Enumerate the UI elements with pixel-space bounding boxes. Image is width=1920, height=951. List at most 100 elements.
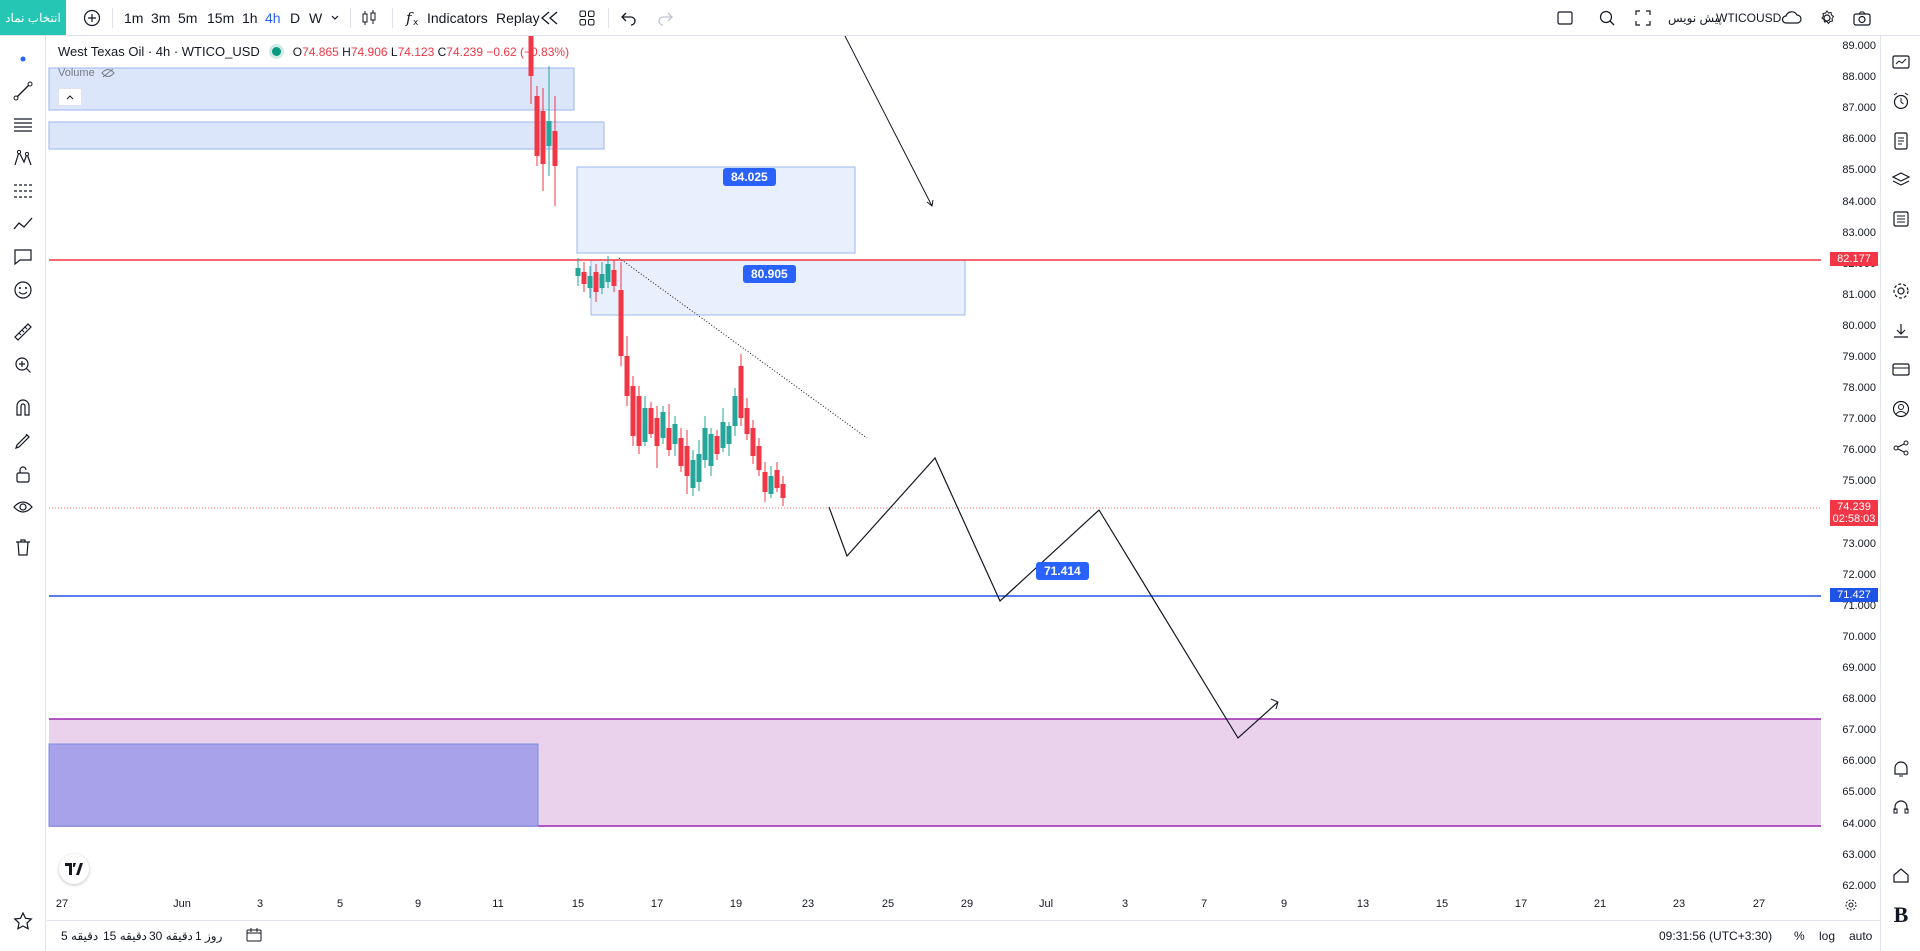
replay-button[interactable]: Replay [496, 10, 540, 26]
candle-body [678, 438, 684, 466]
price-label-80[interactable]: 80.905 [743, 265, 796, 283]
quick-search-icon[interactable] [1598, 6, 1616, 30]
expand-icon[interactable] [1634, 6, 1652, 30]
range-5m[interactable]: 5 دقیقه [61, 929, 99, 943]
axis-settings-icon[interactable] [1844, 898, 1858, 917]
stay-in-drawing-icon[interactable] [10, 428, 36, 454]
time-tick: 15 [571, 898, 585, 910]
news-icon[interactable] [1888, 206, 1914, 232]
camera-snapshot-icon[interactable] [1852, 6, 1872, 30]
pattern-icon[interactable] [10, 145, 36, 171]
projection-path[interactable] [828, 456, 1279, 739]
eye-hidden-icon[interactable] [101, 68, 115, 78]
emoji-icon[interactable] [10, 277, 36, 303]
annotation-icon[interactable] [10, 244, 36, 270]
time-tick: 5 [336, 898, 344, 910]
candle-body [618, 290, 624, 356]
volume-legend[interactable]: Volume [58, 67, 115, 79]
candle-body [690, 460, 696, 488]
price-tick: 68.000 [1842, 693, 1876, 706]
time-tick: 11 [492, 898, 504, 910]
replay-rewind-icon[interactable] [540, 6, 560, 30]
legend-title[interactable]: West Texas Oil · 4h · WTICO_USD [58, 44, 260, 59]
candles-chart-type-icon[interactable] [360, 6, 378, 30]
demand-zone-top [48, 67, 575, 111]
trend-line-icon[interactable] [10, 78, 36, 104]
interval-d[interactable]: D [290, 10, 301, 26]
magnet-icon[interactable] [10, 395, 36, 421]
interval-1h[interactable]: 1h [242, 10, 258, 26]
indicators-button[interactable]: Indicators [427, 10, 488, 26]
symbol-search[interactable]: WTICOUSD [1716, 11, 1782, 25]
candle-body [624, 356, 630, 396]
symbol-select-button[interactable]: انتخاب نماد [0, 0, 66, 35]
price-tick: 81.000 [1842, 288, 1876, 301]
zone-violet [48, 743, 539, 827]
redo-icon[interactable] [656, 6, 674, 30]
cloud-save-icon[interactable] [1780, 6, 1802, 30]
candle-body [714, 436, 720, 454]
notes-icon[interactable] [1888, 128, 1914, 154]
clock-timezone[interactable]: 09:31:56 (UTC+3:30) [1659, 929, 1773, 943]
price-tick: 63.000 [1842, 848, 1876, 861]
help-headset-icon[interactable] [1888, 794, 1914, 820]
home-icon[interactable] [1888, 862, 1914, 888]
date-range-calendar-icon[interactable] [245, 927, 263, 946]
fullscreen-square-icon[interactable] [1556, 6, 1574, 30]
prediction-label[interactable]: پیش نویس [1668, 11, 1722, 25]
auto-toggle[interactable]: auto [1849, 929, 1873, 943]
interval-4h[interactable]: 4h [265, 10, 281, 26]
percent-toggle[interactable]: % [1794, 929, 1805, 943]
interval-1m[interactable]: 1m [124, 10, 144, 26]
download-icon[interactable] [1888, 318, 1914, 344]
price-tick: 86.000 [1842, 133, 1876, 146]
candle-body [630, 386, 636, 436]
chart-pane[interactable]: 84.025 80.905 71.414 [47, 36, 1833, 902]
forecast-icon[interactable] [10, 211, 36, 237]
chat-icon[interactable] [1888, 756, 1914, 782]
horizontal-lines-icon[interactable] [10, 112, 36, 138]
favorites-star-icon[interactable] [10, 908, 36, 934]
ruler-icon[interactable] [10, 319, 36, 345]
price-tick: 75.000 [1842, 475, 1876, 488]
dotted-trend-line[interactable] [618, 257, 868, 439]
profile-icon[interactable] [1888, 396, 1914, 422]
interval-3m[interactable]: 3m [151, 10, 171, 26]
interval-w[interactable]: W [309, 10, 323, 26]
alarm-clock-icon[interactable] [1888, 88, 1914, 114]
candle-body [552, 131, 558, 166]
settings-gear-icon[interactable] [1818, 6, 1836, 30]
arrow-line-top[interactable] [844, 36, 933, 207]
range-30m[interactable]: 30 دقیقه [149, 929, 193, 943]
card-icon[interactable] [1888, 356, 1914, 382]
price-label-71[interactable]: 71.414 [1036, 562, 1089, 580]
log-toggle[interactable]: log [1819, 929, 1836, 943]
layers-icon[interactable] [1888, 167, 1914, 193]
price-label-84[interactable]: 84.025 [723, 168, 776, 186]
undo-icon[interactable] [620, 6, 638, 30]
price-tick: 70.000 [1842, 630, 1876, 643]
interval-5m[interactable]: 5m [178, 10, 198, 26]
add-symbol-icon[interactable] [80, 6, 104, 30]
trash-icon[interactable] [10, 534, 36, 560]
interval-15m[interactable]: 15m [207, 10, 235, 26]
tradingview-logo[interactable] [59, 854, 89, 884]
share-icon[interactable] [1888, 435, 1914, 461]
range-1d[interactable]: 1 روز [195, 929, 223, 943]
price-tick: 83.000 [1842, 226, 1876, 239]
lock-icon[interactable] [10, 461, 36, 487]
watchlist-icon[interactable] [1888, 50, 1914, 76]
layout-grid-icon[interactable] [578, 6, 596, 30]
collapse-legend-button[interactable] [58, 88, 82, 106]
zoom-in-icon[interactable] [10, 352, 36, 378]
b-logo-icon[interactable]: B [1893, 902, 1909, 927]
interval-dropdown-icon[interactable] [330, 6, 340, 30]
settings-icon[interactable] [1888, 278, 1914, 304]
cursor-dot-icon[interactable] [10, 46, 36, 72]
fib-icon[interactable] [10, 178, 36, 204]
chart-canvas[interactable] [47, 36, 1833, 902]
range-15m[interactable]: 15 دقیقه [103, 929, 147, 943]
eye-visibility-icon[interactable] [10, 494, 36, 520]
